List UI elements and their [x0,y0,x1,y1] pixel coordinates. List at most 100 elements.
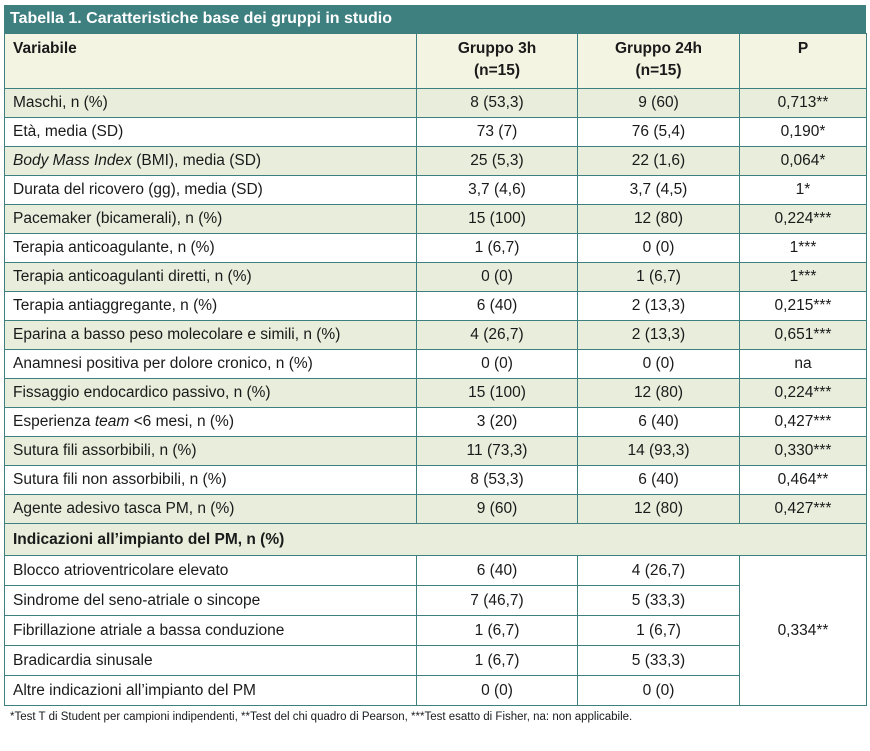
row-group-3h-value: 0 (0) [416,262,578,292]
row-p-value: 1*** [739,262,867,292]
row-group-3h-value: 6 (40) [416,291,578,321]
indication-group-3h-value: 0 (0) [416,675,578,706]
row-group-3h-value: 11 (73,3) [416,436,578,466]
row-p-value: 1* [739,175,867,205]
row-group-3h-value: 1 (6,7) [416,233,578,263]
table-row: Sutura fili non assorbibili, n (%) 8 (53,… [4,465,867,495]
row-group-24h-value: 12 (80) [577,204,740,234]
indication-row: Blocco atrioventricolare elevato 6 (40) 4 … [4,555,867,706]
row-group-24h-value: 2 (13,3) [577,291,740,321]
row-p-value: 0,464** [739,465,867,495]
indication-label: Blocco atrioventricolare elevato [4,555,417,586]
table-row: Eparina a basso peso molecolare e simili… [4,320,867,350]
row-group-3h-value: 0 (0) [416,349,578,379]
row-group-3h-value: 73 (7) [416,117,578,147]
row-group-24h-value: 9 (60) [577,88,740,118]
indication-label: Altre indicazioni all’impianto del PM [4,675,417,706]
row-group-3h-value: 8 (53,3) [416,465,578,495]
row-group-24h-value: 0 (0) [577,233,740,263]
row-group-24h-value: 6 (40) [577,465,740,495]
row-p-value: 0,190* [739,117,867,147]
table-row: Fissaggio endocardico passivo, n (%) 15 (… [4,378,867,408]
table-row: Maschi, n (%) 8 (53,3) 9 (60) 0,713** [4,88,867,118]
table-row: Età, media (SD) 73 (7) 76 (5,4) 0,190* [4,117,867,147]
row-group-24h-value: 6 (40) [577,407,740,437]
row-group-3h-value: 9 (60) [416,494,578,524]
row-group-3h-value: 25 (5,3) [416,146,578,176]
indication-label: Fibrillazione atriale a bassa conduzione [4,615,417,646]
table-row: Durata del ricovero (gg), media (SD) 3,7 … [4,175,867,205]
row-label: Sutura fili non assorbibili, n (%) [4,465,417,495]
row-p-value: 0,224*** [739,204,867,234]
characteristics-table: Variabile Gruppo 3h (n=15) Gruppo 24h (n… [4,33,867,706]
row-group-24h-value: 1 (6,7) [577,262,740,292]
indication-group-3h-value: 1 (6,7) [416,645,578,676]
row-p-value: 0,064* [739,146,867,176]
row-group-24h-value: 12 (80) [577,378,740,408]
row-group-3h-value: 8 (53,3) [416,88,578,118]
row-p-value: 0,427*** [739,494,867,524]
row-label: Anamnesi positiva per dolore cronico, n … [4,349,417,379]
header-row: Variabile Gruppo 3h (n=15) Gruppo 24h (n… [4,33,867,89]
header-group-3h: Gruppo 3h (n=15) [416,33,578,89]
row-group-3h-value: 3,7 (4,6) [416,175,578,205]
table-footnote: *Test T di Student per campioni indipend… [10,711,633,723]
row-p-value: 0,651*** [739,320,867,350]
table-title: Tabella 1. Caratteristiche base dei grup… [4,5,866,33]
indication-group-24h-value: 5 (33,3) [577,645,740,676]
row-label: Terapia anticoagulanti diretti, n (%) [4,262,417,292]
row-label: Terapia antiaggregante, n (%) [4,291,417,321]
row-label: Durata del ricovero (gg), media (SD) [4,175,417,205]
row-p-value: 0,427*** [739,407,867,437]
row-label: Sutura fili assorbibili, n (%) [4,436,417,466]
indication-label: Bradicardia sinusale [4,645,417,676]
row-group-24h-value: 76 (5,4) [577,117,740,147]
row-group-24h-value: 3,7 (4,5) [577,175,740,205]
indication-group-24h-value: 5 (33,3) [577,585,740,616]
table-container: Tabella 1. Caratteristiche base dei grup… [4,5,867,723]
row-label: Fissaggio endocardico passivo, n (%) [4,378,417,408]
row-label: Body Mass Index (BMI), media (SD) [4,146,417,176]
header-variable: Variabile [4,33,417,89]
row-label: Esperienza team <6 mesi, n (%) [4,407,417,437]
table-row: Agente adesivo tasca PM, n (%) 9 (60) 12 (… [4,494,867,524]
indication-row: Bradicardia sinusale 1 (6,7) 5 (33,3) [4,645,867,676]
table-row: Sutura fili assorbibili, n (%) 11 (73,3) 1… [4,436,867,466]
table-row: Esperienza team <6 mesi, n (%) 3 (20) 6 (4… [4,407,867,437]
row-group-24h-value: 22 (1,6) [577,146,740,176]
row-group-3h-value: 4 (26,7) [416,320,578,350]
row-label: Età, media (SD) [4,117,417,147]
indication-group-24h-value: 4 (26,7) [577,555,740,586]
row-p-value: 0,215*** [739,291,867,321]
table-row: Terapia anticoagulanti diretti, n (%) 0 (… [4,262,867,292]
row-label: Maschi, n (%) [4,88,417,118]
table-row: Terapia antiaggregante, n (%) 6 (40) 2 (13… [4,291,867,321]
row-p-value: 0,330*** [739,436,867,466]
row-label: Terapia anticoagulante, n (%) [4,233,417,263]
row-p-value: na [739,349,867,379]
row-p-value: 1*** [739,233,867,263]
indication-group-24h-value: 0 (0) [577,675,740,706]
indication-p-value: 0,334** [739,555,867,706]
row-group-3h-value: 15 (100) [416,378,578,408]
indication-group-3h-value: 6 (40) [416,555,578,586]
row-group-24h-value: 0 (0) [577,349,740,379]
section-title: Indicazioni all’impianto del PM, n (%) [4,523,867,556]
row-p-value: 0,713** [739,88,867,118]
table-row: Terapia anticoagulante, n (%) 1 (6,7) 0 (0… [4,233,867,263]
indication-row: Fibrillazione atriale a bassa conduzione… [4,615,867,646]
row-label: Eparina a basso peso molecolare e simili… [4,320,417,350]
row-group-3h-value: 15 (100) [416,204,578,234]
indication-label: Sindrome del seno-atriale o sincope [4,585,417,616]
section-row: Indicazioni all’impianto del PM, n (%) [4,523,867,556]
table-row: Pacemaker (bicamerali), n (%) 15 (100) 12 … [4,204,867,234]
indication-row: Altre indicazioni all’impianto del PM 0 (… [4,675,867,706]
row-label: Agente adesivo tasca PM, n (%) [4,494,417,524]
indication-group-24h-value: 1 (6,7) [577,615,740,646]
row-p-value: 0,224*** [739,378,867,408]
row-group-3h-value: 3 (20) [416,407,578,437]
indication-group-3h-value: 1 (6,7) [416,615,578,646]
row-label: Pacemaker (bicamerali), n (%) [4,204,417,234]
row-group-24h-value: 14 (93,3) [577,436,740,466]
table-row: Anamnesi positiva per dolore cronico, n … [4,349,867,379]
